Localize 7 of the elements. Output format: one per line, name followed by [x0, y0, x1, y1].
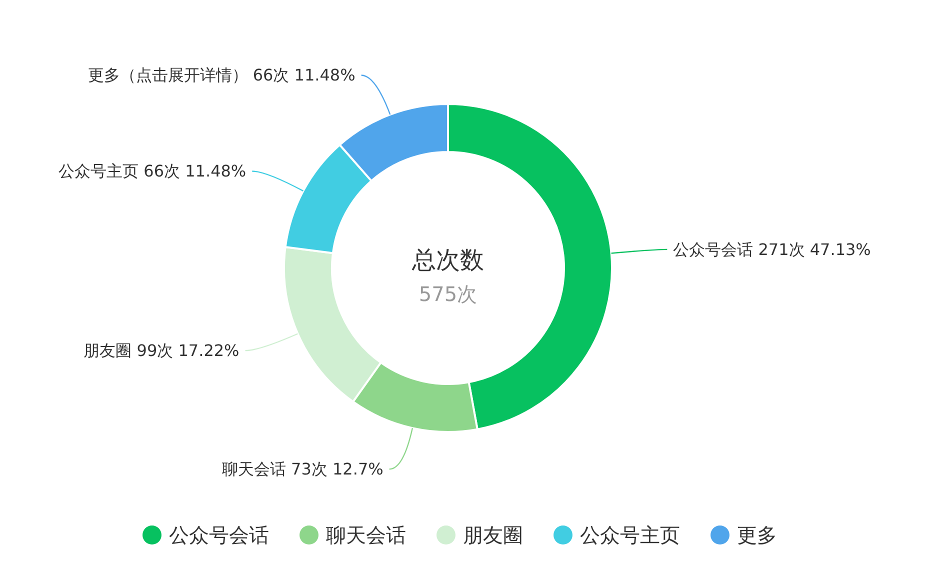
legend-label: 更多 — [737, 523, 777, 547]
legend-label: 朋友圈 — [463, 523, 523, 547]
legend-label: 公众号会话 — [169, 523, 269, 547]
annotation: 575次 — [418, 282, 478, 306]
legend-label: 聊天会话 — [326, 523, 406, 547]
legend-label: 公众号主页 — [580, 523, 680, 547]
annotation: 总次数 — [412, 246, 484, 274]
